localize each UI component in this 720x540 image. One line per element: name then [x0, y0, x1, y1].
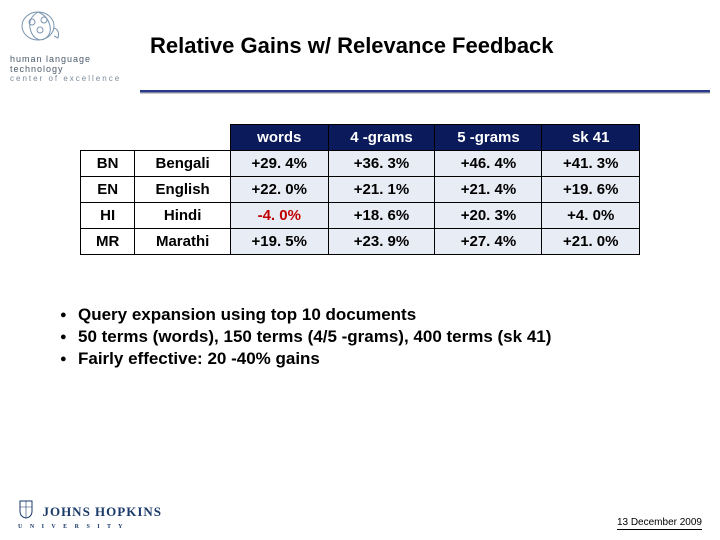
slide-date: 13 December 2009: [617, 517, 702, 530]
gain-cell: +27. 4%: [435, 228, 542, 254]
col-header: sk 41: [542, 124, 640, 150]
shield-icon: [18, 499, 34, 524]
jhu-text: JOHNS HOPKINS U N I V E R S I T Y: [18, 504, 162, 530]
table-header-row: words 4 -grams 5 -grams sk 41: [81, 124, 640, 150]
gains-table-wrap: words 4 -grams 5 -grams sk 41 BNBengali+…: [80, 124, 640, 255]
logo-line1: human language technology: [10, 55, 140, 75]
col-header: 5 -grams: [435, 124, 542, 150]
gain-cell: +23. 9%: [328, 228, 435, 254]
lang-name: Bengali: [135, 150, 231, 176]
lang-code: MR: [81, 228, 135, 254]
lang-name: Marathi: [135, 228, 231, 254]
gain-cell: +21. 4%: [435, 176, 542, 202]
lang-name: English: [135, 176, 231, 202]
bullet-item: Query expansion using top 10 documents: [60, 305, 720, 325]
header-rule: [140, 90, 710, 94]
gain-cell: +41. 3%: [542, 150, 640, 176]
gain-cell: +46. 4%: [435, 150, 542, 176]
gain-cell: +18. 6%: [328, 202, 435, 228]
slide-footer: JOHNS HOPKINS U N I V E R S I T Y 13 Dec…: [0, 499, 720, 530]
bullet-item: Fairly effective: 20 -40% gains: [60, 349, 720, 369]
gain-cell: -4. 0%: [231, 202, 328, 228]
lang-code: EN: [81, 176, 135, 202]
brain-icon: [18, 8, 66, 48]
slide-header: human language technology center of exce…: [0, 0, 720, 84]
lang-name: Hindi: [135, 202, 231, 228]
table-row: MRMarathi+19. 5%+23. 9%+27. 4%+21. 0%: [81, 228, 640, 254]
jhu-sub: U N I V E R S I T Y: [18, 524, 162, 530]
jhu-logo: JOHNS HOPKINS U N I V E R S I T Y: [18, 499, 162, 530]
table-header-blank: [135, 124, 231, 150]
slide-title: Relative Gains w/ Relevance Feedback: [140, 33, 710, 59]
gain-cell: +19. 6%: [542, 176, 640, 202]
table-row: HIHindi-4. 0%+18. 6%+20. 3%+4. 0%: [81, 202, 640, 228]
gain-cell: +29. 4%: [231, 150, 328, 176]
col-header: words: [231, 124, 328, 150]
lang-code: BN: [81, 150, 135, 176]
gain-cell: +19. 5%: [231, 228, 328, 254]
gain-cell: +21. 0%: [542, 228, 640, 254]
table-row: ENEnglish+22. 0%+21. 1%+21. 4%+19. 6%: [81, 176, 640, 202]
gain-cell: +4. 0%: [542, 202, 640, 228]
gain-cell: +22. 0%: [231, 176, 328, 202]
bullet-list: Query expansion using top 10 documents50…: [60, 305, 720, 369]
gains-table: words 4 -grams 5 -grams sk 41 BNBengali+…: [80, 124, 640, 255]
col-header: 4 -grams: [328, 124, 435, 150]
gain-cell: +20. 3%: [435, 202, 542, 228]
gain-cell: +36. 3%: [328, 150, 435, 176]
hlt-logo: human language technology center of exce…: [10, 8, 140, 84]
bullet-item: 50 terms (words), 150 terms (4/5 -grams)…: [60, 327, 720, 347]
lang-code: HI: [81, 202, 135, 228]
jhu-name: JOHNS HOPKINS: [42, 504, 162, 519]
table-row: BNBengali+29. 4%+36. 3%+46. 4%+41. 3%: [81, 150, 640, 176]
table-header-blank: [81, 124, 135, 150]
gain-cell: +21. 1%: [328, 176, 435, 202]
logo-line2: center of excellence: [10, 75, 140, 84]
